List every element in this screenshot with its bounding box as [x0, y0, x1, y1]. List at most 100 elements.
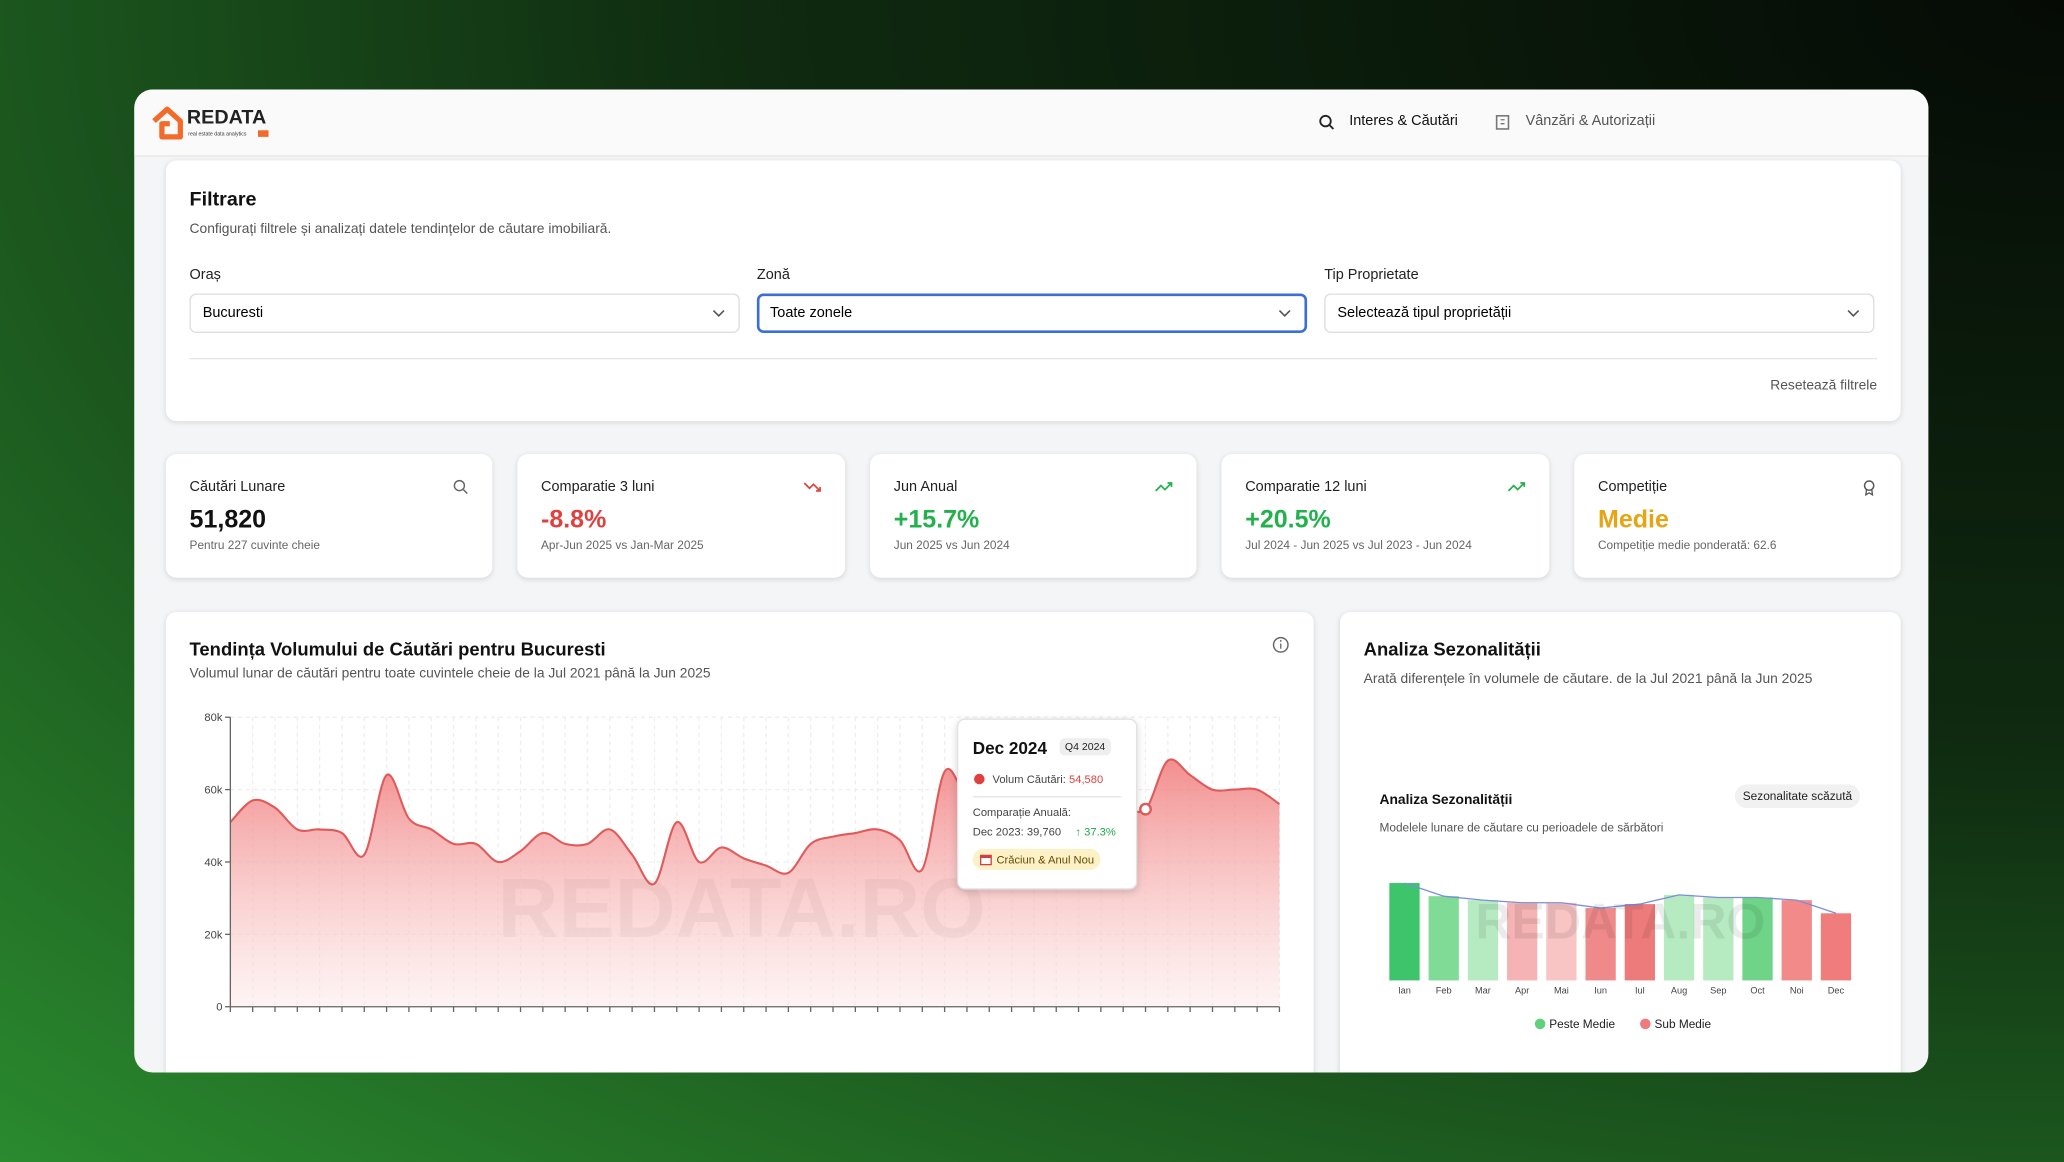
kpi-subtitle: Jun 2025 vs Jun 2024: [893, 538, 1010, 552]
chart-subtitle: Arată diferențele în volumele de căutare…: [1363, 671, 1813, 687]
filter-card: Filtrare Configurați filtrele și analiza…: [165, 160, 1901, 422]
chart-subtitle: Volumul lunar de căutări pentru toate cu…: [189, 665, 711, 682]
divider: [189, 357, 1878, 360]
bar: [1703, 897, 1734, 981]
logo-icon: [152, 106, 183, 140]
tooltip-label: Volum Căutări:: [992, 772, 1066, 786]
type-select[interactable]: Selectează tipul proprietății: [1324, 293, 1875, 333]
field-label: Oraș: [189, 267, 221, 283]
x-tick-label: Mai: [1554, 986, 1569, 996]
logo-tagline: real estate data analytics: [188, 130, 247, 137]
info-icon[interactable]: [1272, 636, 1290, 654]
tooltip-change: ↑ 37.3%: [1075, 825, 1116, 839]
bar: [1663, 894, 1695, 981]
kpi-title: Jun Anual: [893, 479, 958, 495]
chevron: [1278, 310, 1291, 317]
x-tick-label: Iul: [1635, 986, 1645, 996]
kpi-card: Căutări Lunare 51,820 Pentru 227 cuvinte c…: [165, 454, 493, 578]
x-tick-label: Aug: [1671, 986, 1687, 996]
logo-accent: [257, 130, 269, 137]
kpi-subtitle: Competiție medie ponderată: 62.6: [1597, 538, 1777, 552]
legend-swatch: [1640, 1018, 1651, 1030]
zone-select[interactable]: Toate zonele: [756, 293, 1308, 333]
badge: Sezonalitate scăzută: [1734, 784, 1861, 809]
tooltip-compare-label: Comparație Anuală:: [972, 805, 1072, 819]
bar: [1820, 913, 1852, 981]
y-tick-label: 0: [216, 1002, 222, 1014]
legend-label: Sub Medie: [1655, 1017, 1712, 1031]
building-icon: [1495, 115, 1510, 130]
trend-up-icon: [1507, 482, 1526, 492]
select-value: Selectează tipul proprietății: [1337, 305, 1512, 322]
x-tick-label: Dec: [1828, 986, 1845, 996]
kpi-value: -8.8%: [540, 506, 607, 535]
kpi-value: +15.7%: [893, 506, 980, 535]
x-tick-label: Feb: [1436, 986, 1452, 996]
chart-title: Analiza Sezonalității: [1363, 638, 1541, 660]
city-select[interactable]: Bucuresti: [189, 293, 740, 333]
event-text: Crăciun & Anul Nou: [996, 852, 1095, 866]
select-value: Bucuresti: [202, 305, 264, 322]
trend-down-icon: [803, 482, 821, 492]
kpi-subtitle: Apr-Jun 2025 vs Jan-Mar 2025: [540, 538, 704, 552]
kpi-card: Comparatie 12 luni +20.5% Jul 2024 - Jun 2…: [1221, 454, 1550, 578]
field-label: Zonă: [756, 267, 790, 283]
y-tick-label: 20k: [204, 929, 222, 941]
tooltip-dot: [974, 773, 985, 785]
tooltip: Dec 2024 Q4 2024 Volum Căutări: 54,580 C…: [956, 718, 1138, 890]
logo-text: REDATA: [186, 106, 267, 129]
nav-link[interactable]: Interes & Căutări: [1349, 113, 1458, 129]
search-icon: [1319, 114, 1335, 130]
tooltip-row: Volum Căutări: 54,580: [992, 772, 1103, 785]
reset-button[interactable]: Resetează filtrele: [1770, 377, 1878, 394]
tooltip-title: Dec 2024: [972, 738, 1047, 759]
y-tick-label: 40k: [204, 857, 222, 869]
kpi-value: Medie: [1597, 506, 1669, 535]
kpi-value: 51,820: [189, 506, 267, 535]
bar: [1781, 900, 1812, 981]
search-icon: [453, 479, 468, 495]
chevron: [712, 310, 725, 317]
header: REDATA real estate data analytics Intere…: [134, 89, 1929, 157]
trend-line: [1404, 882, 1837, 914]
x-tick-label: Mar: [1475, 986, 1491, 996]
x-tick-label: Iun: [1594, 986, 1607, 996]
inner-description: Modelele lunare de căutare cu perioadele…: [1379, 821, 1664, 835]
x-tick-label: Sep: [1710, 986, 1726, 996]
seasonality-card: Analiza Sezonalității Arată diferențele …: [1339, 611, 1901, 1073]
legend-swatch: [1534, 1018, 1546, 1030]
tooltip-event: Crăciun & Anul Nou: [972, 848, 1101, 870]
bar: [1742, 897, 1773, 981]
bar: [1389, 883, 1420, 981]
filter-title: Filtrare: [189, 188, 257, 211]
nav-link[interactable]: Vânzări & Autorizații: [1525, 113, 1656, 129]
kpi-subtitle: Pentru 227 cuvinte cheie: [189, 538, 320, 552]
x-tick-label: Ian: [1398, 986, 1411, 996]
kpi-card: Jun Anual +15.7% Jun 2025 vs Jun 2024: [870, 454, 1197, 578]
tooltip-value: 54,580: [1069, 772, 1104, 786]
plot-layer: REDATA.RO 0 20k 40k 60k 80k Ian Feb Mar Apr Mai Iun…: [204, 712, 1852, 1031]
bar: [1546, 902, 1577, 981]
kpi-card: Competiție Medie Competiție medie ponderat…: [1574, 454, 1901, 578]
legend-label: Peste Medie: [1549, 1017, 1615, 1031]
field-label: Tip Proprietate: [1324, 267, 1419, 283]
x-tick-label: Noi: [1790, 986, 1804, 996]
bar: [1467, 900, 1499, 981]
chevron: [1847, 310, 1860, 317]
x-tick-label: Oct: [1750, 986, 1765, 996]
kpi-value: +20.5%: [1245, 506, 1331, 535]
bar: [1428, 896, 1459, 981]
kpi-title: Comparatie 12 luni: [1245, 479, 1367, 495]
kpi-title: Comparatie 3 luni: [540, 479, 655, 495]
tooltip-previous: Dec 2023: 39,760: [972, 825, 1062, 839]
bar: [1585, 908, 1616, 981]
award-icon: [1863, 480, 1875, 497]
chart-title: Tendința Volumului de Căutări pentru Buc…: [189, 638, 606, 660]
filter-description: Configurați filtrele și analizați datele…: [189, 221, 612, 237]
trend-up-icon: [1155, 482, 1173, 492]
calendar-icon: [979, 854, 992, 866]
divider: [972, 796, 1122, 798]
bar: [1507, 902, 1538, 981]
bar: [1624, 904, 1655, 981]
